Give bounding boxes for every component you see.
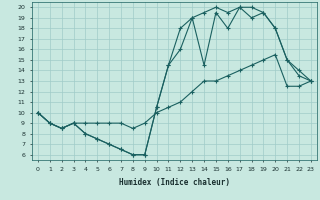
X-axis label: Humidex (Indice chaleur): Humidex (Indice chaleur) — [119, 178, 230, 186]
